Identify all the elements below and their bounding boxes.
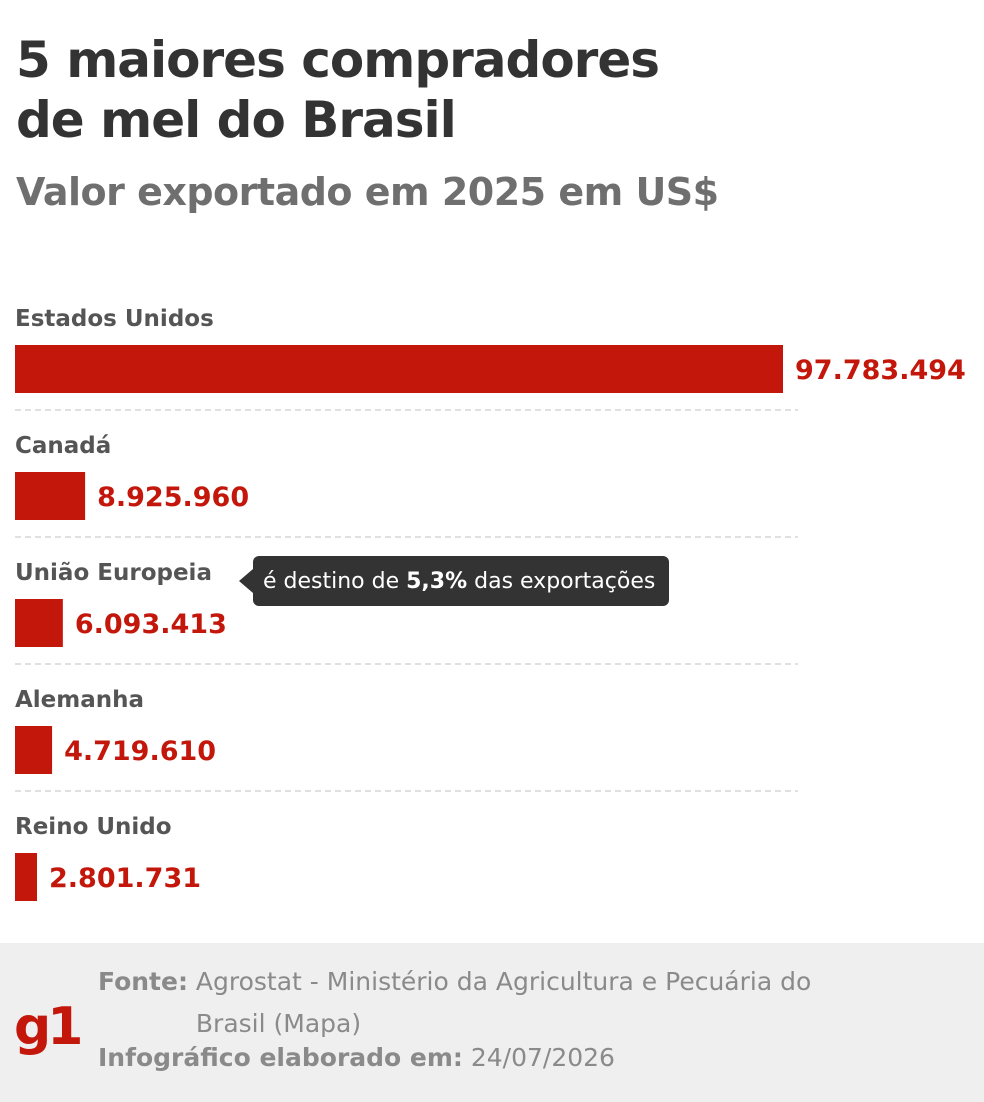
source-label: Fonte: <box>98 967 188 996</box>
category-label: União Europeia <box>15 560 212 586</box>
chart-subtitle: Valor exportado em 2025 em US$ <box>16 170 719 214</box>
value-label: 97.783.494 <box>795 355 966 386</box>
bar <box>15 345 783 393</box>
category-label: Alemanha <box>15 687 144 713</box>
source-credit: Fonte: Agrostat - Ministério da Agricult… <box>98 961 898 1045</box>
made-date-row: Infográfico elaborado em: 24/07/2026 <box>98 1043 615 1072</box>
made-date: 24/07/2026 <box>470 1043 615 1072</box>
bar <box>15 599 63 647</box>
value-label: 6.093.413 <box>75 609 227 640</box>
bar <box>15 853 38 901</box>
bar <box>15 726 53 774</box>
bar <box>15 472 86 520</box>
made-label: Infográfico elaborado em: <box>98 1043 463 1072</box>
category-label: Reino Unido <box>15 814 172 840</box>
title-line-1: 5 maiores compradores <box>16 31 660 89</box>
value-label: 2.801.731 <box>49 863 201 894</box>
value-label: 8.925.960 <box>97 482 249 513</box>
title-line-2: de mel do Brasil <box>16 91 457 149</box>
category-label: Canadá <box>15 433 111 459</box>
g1-logo: g1 <box>14 997 83 1057</box>
category-label: Estados Unidos <box>15 306 214 332</box>
footer: g1 Fonte: Agrostat - Ministério da Agric… <box>0 943 984 1102</box>
value-label: 4.719.610 <box>64 736 216 767</box>
eu-annotation-tooltip: é destino de 5,3% das exportações <box>238 556 670 606</box>
source-text: Agrostat - Ministério da Agricultura e P… <box>195 967 812 1038</box>
annotation-suffix: das exportações <box>467 568 656 594</box>
bar-chart: Estados Unidos 97.783.494 Canadá 8.925.960 U… <box>15 306 966 901</box>
annotation-prefix: é destino de <box>263 568 407 594</box>
chart-title: 5 maiores compradores de mel do Brasil <box>16 30 660 150</box>
annotation-percent: 5,3% <box>406 568 468 594</box>
